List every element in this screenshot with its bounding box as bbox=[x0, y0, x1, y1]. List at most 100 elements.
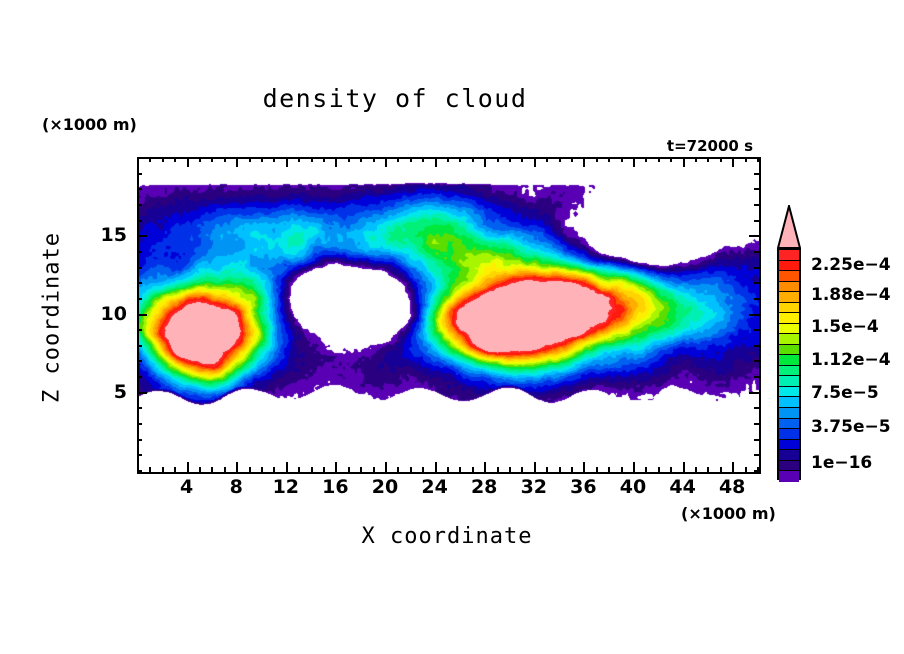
x-tick-bottom bbox=[595, 467, 598, 472]
x-tick-bottom bbox=[533, 462, 536, 472]
x-tick-top bbox=[186, 157, 189, 167]
y-tick-left bbox=[137, 407, 142, 410]
x-tick-bottom bbox=[744, 467, 747, 472]
x-tick-bottom bbox=[137, 467, 139, 472]
colorbar-band bbox=[779, 302, 799, 314]
x-axis-title: X coordinate bbox=[361, 524, 533, 549]
x-tick-top bbox=[744, 157, 747, 162]
x-tick-bottom bbox=[757, 467, 759, 472]
x-tick-top bbox=[707, 157, 710, 162]
x-tick-top bbox=[211, 157, 214, 162]
x-tick-bottom bbox=[285, 462, 288, 472]
x-tick-bottom bbox=[360, 467, 363, 472]
x-tick-bottom bbox=[571, 467, 573, 472]
y-tick-left bbox=[137, 157, 142, 159]
x-tick-bottom bbox=[323, 467, 325, 472]
y-tick-right bbox=[749, 235, 759, 238]
colorbar-band bbox=[779, 386, 799, 398]
x-tick-top bbox=[633, 157, 635, 167]
x-tick-top bbox=[174, 157, 177, 162]
colorbar-band bbox=[779, 250, 799, 261]
time-annotation: t=72000 s bbox=[666, 137, 753, 155]
x-tick-bottom bbox=[546, 467, 549, 472]
colorbar-tick-label: 1.5e−4 bbox=[811, 317, 879, 337]
page-title: density of cloud bbox=[262, 84, 528, 113]
x-tick-bottom bbox=[422, 467, 425, 472]
x-tick-top bbox=[409, 157, 412, 162]
x-tick-label: 44 bbox=[669, 476, 696, 498]
x-tick-bottom bbox=[707, 467, 710, 472]
x-tick-label: 16 bbox=[322, 476, 349, 498]
x-tick-top bbox=[471, 157, 474, 162]
colorbar-tick-label: 3.75e−5 bbox=[811, 417, 891, 437]
colorbar-tick-label: 1e−16 bbox=[811, 453, 873, 473]
x-tick-bottom bbox=[521, 467, 524, 472]
y-tick-left bbox=[137, 172, 142, 175]
colorbar-band bbox=[779, 355, 799, 366]
y-tick-right bbox=[754, 282, 759, 285]
x-tick-label: 20 bbox=[371, 476, 399, 498]
y-tick-left bbox=[137, 454, 142, 457]
colorbar-band bbox=[779, 376, 799, 387]
x-tick-top bbox=[459, 157, 462, 162]
y-tick-left bbox=[137, 297, 142, 300]
y-tick-left bbox=[137, 423, 142, 426]
x-tick-top bbox=[657, 157, 660, 162]
x-tick-bottom bbox=[298, 467, 301, 472]
y-tick-right bbox=[754, 376, 759, 379]
y-axis-title: Z coordinate bbox=[39, 232, 65, 403]
y-tick-right bbox=[754, 266, 759, 269]
colorbar-tick-label: 7.5e−5 bbox=[811, 383, 879, 403]
x-tick-top bbox=[422, 157, 425, 162]
plot-area[interactable]: t=72000 s bbox=[137, 137, 761, 474]
x-tick-bottom bbox=[397, 467, 400, 472]
x-tick-bottom bbox=[273, 467, 276, 472]
y-tick-left bbox=[137, 438, 142, 441]
x-tick-label: 40 bbox=[619, 476, 647, 498]
x-tick-top bbox=[310, 157, 313, 162]
colorbar-band bbox=[779, 365, 799, 377]
x-tick-top bbox=[719, 157, 722, 162]
y-tick-left bbox=[137, 219, 142, 222]
y-tick-left bbox=[137, 329, 142, 332]
colorbar-band bbox=[779, 313, 799, 324]
y-tick-right bbox=[754, 329, 759, 332]
colorbar-band bbox=[779, 323, 799, 335]
x-tick-bottom bbox=[347, 467, 350, 472]
colorbar[interactable]: 2.25e−4 1.88e−4 1.5e−4 1.12e−4 7.5e−5 3.75e−5… bbox=[777, 205, 897, 485]
x-tick-bottom bbox=[409, 467, 412, 472]
x-tick-label: 48 bbox=[718, 476, 746, 498]
x-tick-top bbox=[583, 157, 586, 167]
colorbar-band bbox=[779, 418, 799, 430]
colorbar-tick-label: 2.25e−4 bbox=[811, 255, 891, 275]
x-tick-bottom bbox=[620, 467, 623, 472]
x-tick-label: 4 bbox=[179, 476, 194, 498]
y-tick-right bbox=[754, 188, 759, 191]
y-tick-left bbox=[137, 282, 142, 285]
x-axis-unit-label: (×1000 m) bbox=[681, 504, 776, 523]
y-tick-right bbox=[749, 391, 759, 394]
x-tick-bottom bbox=[261, 467, 263, 472]
y-tick-left bbox=[137, 313, 147, 316]
x-tick-top bbox=[397, 157, 400, 162]
y-tick-left bbox=[137, 344, 142, 347]
y-tick-left bbox=[137, 266, 142, 269]
x-tick-top bbox=[285, 157, 288, 167]
x-tick-top bbox=[434, 157, 437, 167]
x-tick-top bbox=[298, 157, 301, 162]
colorbar-tick-label: 1.12e−4 bbox=[811, 350, 891, 370]
colorbar-band bbox=[779, 471, 799, 482]
x-tick-bottom bbox=[236, 462, 239, 472]
x-tick-bottom bbox=[223, 467, 226, 472]
colorbar-tick-label: 1.88e−4 bbox=[811, 285, 891, 305]
x-tick-bottom bbox=[248, 467, 251, 472]
y-tick-left bbox=[137, 360, 142, 363]
x-tick-top bbox=[161, 157, 164, 162]
x-tick-top bbox=[223, 157, 226, 162]
y-tick-left bbox=[137, 203, 142, 206]
x-tick-top bbox=[509, 157, 511, 162]
x-tick-top bbox=[496, 157, 499, 162]
x-tick-top bbox=[149, 157, 152, 162]
x-tick-bottom bbox=[633, 462, 635, 472]
